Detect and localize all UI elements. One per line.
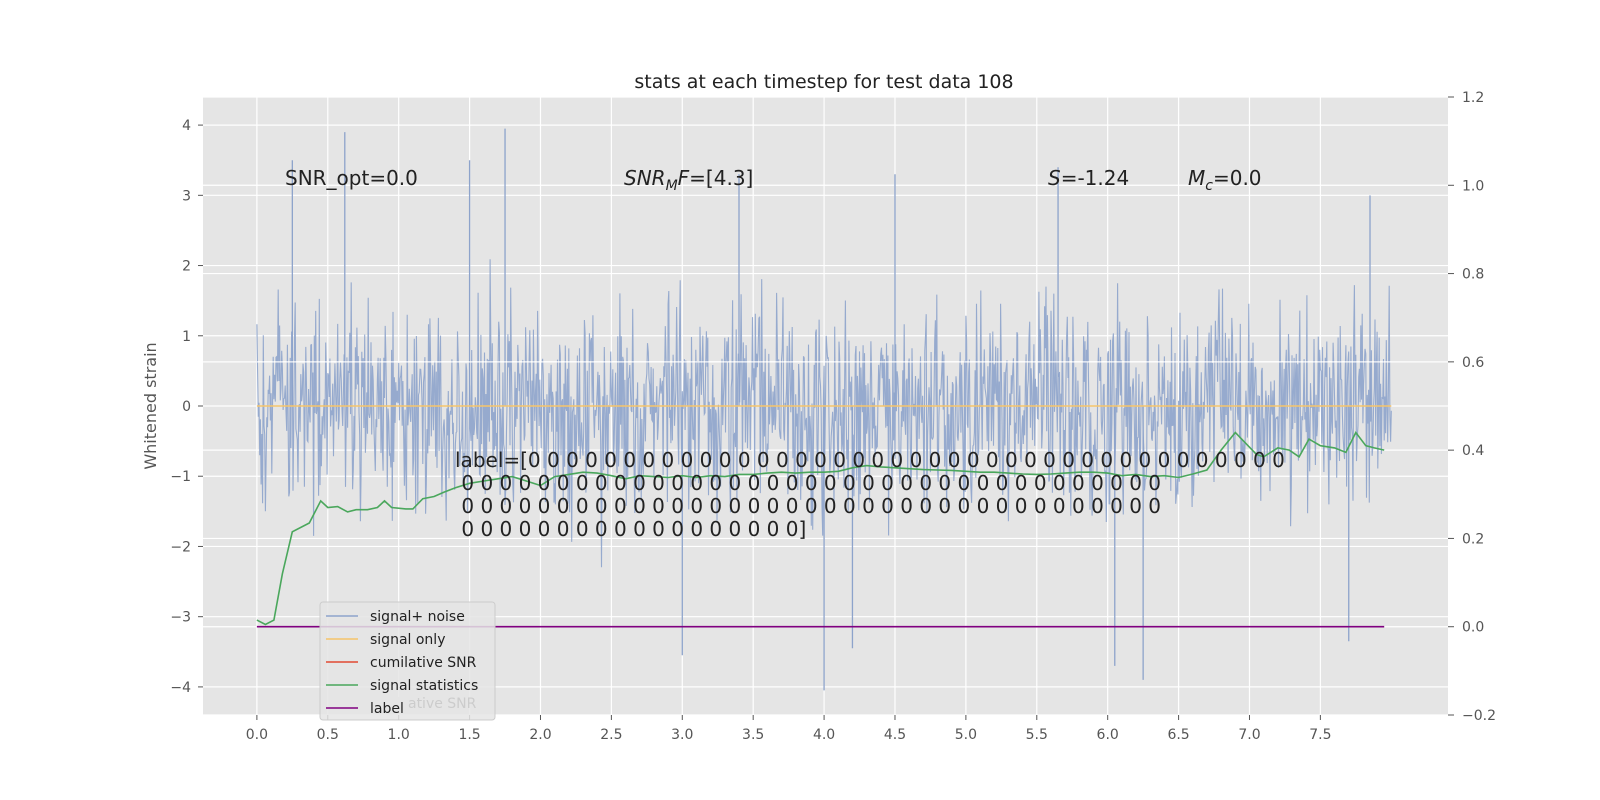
annotation-s-sym: S <box>1048 166 1061 190</box>
y2-tick-label: 1.0 <box>1462 178 1484 194</box>
y-tick-label: 2 <box>182 259 191 275</box>
x-tick-label: 2.0 <box>529 727 551 743</box>
legend-entry-label: signal only <box>370 632 445 648</box>
label-text-line: 0 0 0 0 0 0 0 0 0 0 0 0 0 0 0 0 0 0 0 0 … <box>455 494 1161 518</box>
annotation-snr-mf-sym: SNR <box>624 166 666 190</box>
x-tick-label: 4.5 <box>884 727 906 743</box>
series-signal-noise <box>256 128 1392 691</box>
annotation-s-value: =-1.24 <box>1061 166 1130 190</box>
y-tick-label: −2 <box>170 539 191 555</box>
annotation-snr-opt: SNR_opt=0.0 <box>285 166 418 190</box>
x-tick-label: 0.0 <box>246 727 268 743</box>
y2-tick-label: 1.2 <box>1462 90 1484 106</box>
y2-tick-label: 0.2 <box>1462 531 1484 547</box>
y-tick-label: −4 <box>170 680 191 696</box>
legend-entry-label: signal statistics <box>370 678 478 694</box>
annotations: SNR_opt=0.0 SNRMF=[4.3] S=-1.24 Mc=0.0label… <box>285 166 1285 541</box>
x-tick-label: 1.5 <box>458 727 480 743</box>
legend-entry-label: cumilative SNR <box>370 655 477 671</box>
x-tick-label: 7.5 <box>1309 727 1331 743</box>
y2-tick-label: 0.4 <box>1462 443 1484 459</box>
x-tick-label: 5.5 <box>1026 727 1048 743</box>
annotation-s: S=-1.24 <box>1048 166 1129 190</box>
x-tick-label: 4.0 <box>813 727 835 743</box>
annotation-snr-mf-f: F <box>678 166 690 190</box>
annotation-snr-mf: SNRMF=[4.3] <box>624 166 753 194</box>
y-tick-label: 0 <box>182 399 191 415</box>
y2-tick-label: 0.6 <box>1462 355 1484 371</box>
x-tick-label: 2.5 <box>600 727 622 743</box>
legend-entry-label: signal+ noise <box>370 609 465 625</box>
x-tick-label: 0.5 <box>317 727 339 743</box>
annotation-mc: Mc=0.0 <box>1188 166 1262 194</box>
legend-entry-label: label <box>370 701 404 717</box>
noise-trace <box>256 259 1392 568</box>
annotation-snr-mf-value: =[4.3] <box>689 166 753 190</box>
y-tick-label: −3 <box>170 610 191 626</box>
x-tick-label: 3.0 <box>671 727 693 743</box>
x-tick-label: 7.0 <box>1238 727 1260 743</box>
axes: 0.0 0.5 1.0 1.5 2.0 2.5 3.0 3.5 4.0 4.5 5.0 5.5 6.0 6… <box>170 90 1496 743</box>
y2-tick-label: 0.0 <box>1462 620 1484 636</box>
annotation-mc-value: =0.0 <box>1213 166 1262 190</box>
label-text-line: 0 0 0 0 0 0 0 0 0 0 0 0 0 0 0 0 0 0 0 0 … <box>455 471 1161 495</box>
y-tick-label: −1 <box>170 469 191 485</box>
y-tick-label: 3 <box>182 188 191 204</box>
x-tick-label: 6.0 <box>1097 727 1119 743</box>
annotation-mc-sym: M <box>1188 166 1205 190</box>
x-tick-label: 1.0 <box>388 727 410 743</box>
x-tick-label: 6.5 <box>1167 727 1189 743</box>
x-tick-label: 3.5 <box>742 727 764 743</box>
legend-box <box>319 601 496 721</box>
annotation-mc-sub: c <box>1205 178 1213 194</box>
y2-tick-label: 0.8 <box>1462 267 1484 283</box>
label-text-line: label=[0 0 0 0 0 0 0 0 0 0 0 0 0 0 0 0 0… <box>455 448 1285 472</box>
chart-title: stats at each timestep for test data 108 <box>634 71 1013 93</box>
y2-tick-label: −0.2 <box>1462 708 1496 724</box>
annotation-snr-mf-sub: M <box>666 178 678 194</box>
y-axis-label: Whitened strain <box>141 342 160 469</box>
y-tick-label: 4 <box>182 118 191 134</box>
y-tick-label: 1 <box>182 329 191 345</box>
legend-label-bg <box>368 697 408 714</box>
series-signal-statistics <box>256 430 1385 626</box>
x-tick-label: 5.0 <box>955 727 977 743</box>
label-text-line: 0 0 0 0 0 0 0 0 0 0 0 0 0 0 0 0 0 0] <box>455 517 806 541</box>
